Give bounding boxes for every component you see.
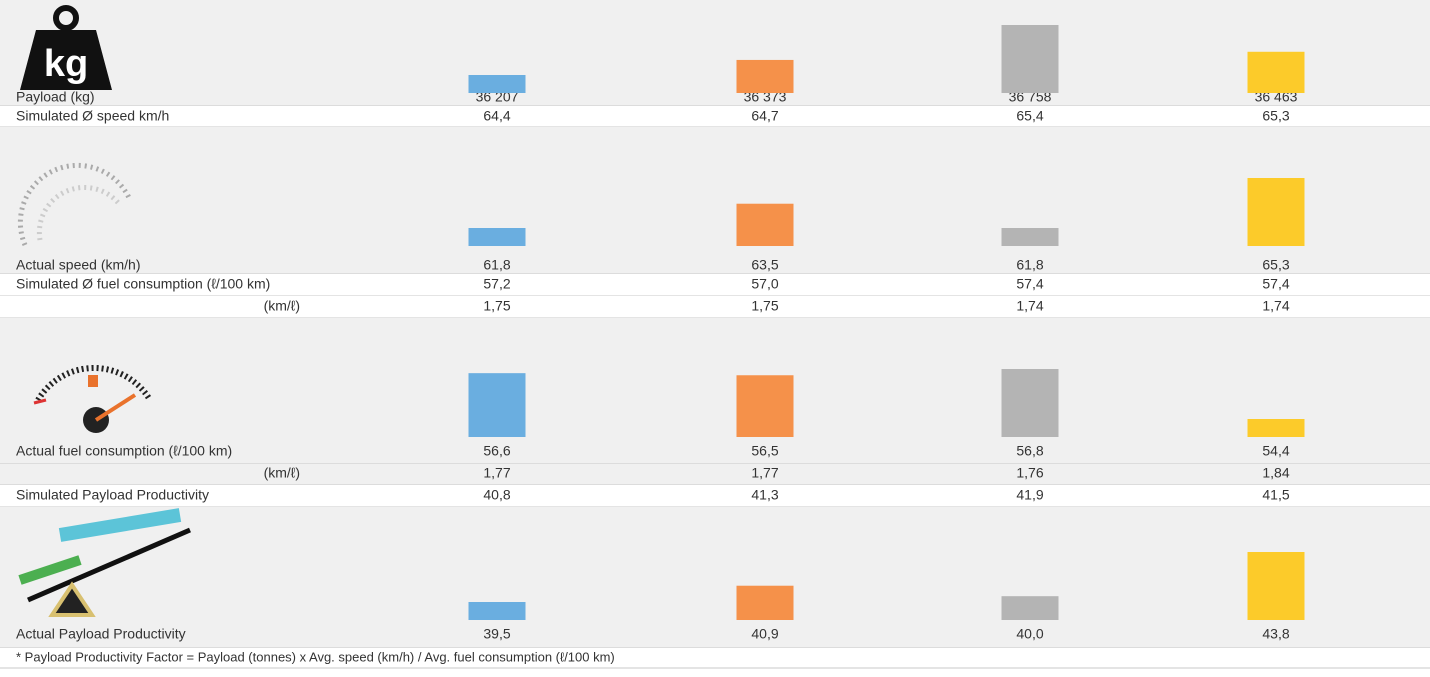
value-label: 1,76: [1016, 465, 1043, 481]
value-label: 65,3: [1262, 108, 1289, 124]
value-label: 56,8: [1016, 443, 1043, 459]
row-label: Simulated Payload Productivity: [16, 487, 209, 503]
bar: [1001, 369, 1059, 437]
bar: [1247, 51, 1305, 93]
productivity-icon: [18, 508, 191, 617]
bar: [736, 585, 794, 620]
row-label: (km/ℓ): [264, 465, 300, 481]
row-background: [0, 127, 1430, 274]
value-label: 1,77: [751, 465, 778, 481]
value-label: 41,3: [751, 487, 778, 503]
row-background: [0, 507, 1430, 648]
value-label: 61,8: [483, 257, 510, 273]
value-label: 1,84: [1262, 465, 1289, 481]
value-label: 1,74: [1016, 298, 1043, 314]
bar: [1001, 25, 1059, 93]
row-background: [0, 318, 1430, 464]
bar: [1001, 228, 1059, 246]
row-label: Actual Payload Productivity: [16, 626, 186, 642]
row-background: [0, 106, 1430, 127]
row-label: Simulated Ø speed km/h: [16, 108, 169, 124]
bar: [736, 375, 794, 437]
value-label: 54,4: [1262, 443, 1289, 459]
bar: [1247, 552, 1305, 620]
bar: [1247, 419, 1305, 437]
row-background: [0, 0, 1430, 106]
bar: [468, 228, 526, 246]
value-label: 56,5: [751, 443, 778, 459]
value-label: 64,4: [483, 108, 510, 124]
value-label: 1,74: [1262, 298, 1289, 314]
bar: [468, 373, 526, 437]
row-label: Actual fuel consumption (ℓ/100 km): [16, 443, 232, 459]
value-label: 61,8: [1016, 257, 1043, 273]
fuel-icon: [33, 365, 153, 433]
value-label: 1,75: [751, 298, 778, 314]
row-background: [0, 274, 1430, 296]
value-label: 1,75: [483, 298, 510, 314]
footnote-background: [0, 648, 1430, 668]
value-label: 56,6: [483, 443, 510, 459]
value-label: 1,77: [483, 465, 510, 481]
row-label: (km/ℓ): [264, 298, 300, 314]
bar: [468, 602, 526, 620]
bar: [1247, 178, 1305, 246]
value-label: 39,5: [483, 626, 510, 642]
value-label: 57,4: [1262, 276, 1289, 292]
value-label: 64,7: [751, 108, 778, 124]
row-label: Simulated Ø fuel consumption (ℓ/100 km): [16, 276, 270, 292]
value-label: 40,9: [751, 626, 778, 642]
value-label: 65,4: [1016, 108, 1043, 124]
value-label: 40,0: [1016, 626, 1043, 642]
footnote: * Payload Productivity Factor = Payload …: [16, 649, 615, 664]
row-label: Actual speed (km/h): [16, 257, 141, 273]
value-label: 63,5: [751, 257, 778, 273]
kg-icon: kg: [20, 5, 112, 90]
row-background: [0, 464, 1430, 485]
row-background: [0, 485, 1430, 507]
value-label: 41,9: [1016, 487, 1043, 503]
value-label: 41,5: [1262, 487, 1289, 503]
value-label: 57,4: [1016, 276, 1043, 292]
value-label: 57,0: [751, 276, 778, 292]
row-label: Payload (kg): [16, 89, 95, 105]
icon-text: kg: [44, 43, 88, 85]
value-label: 43,8: [1262, 626, 1289, 642]
bar: [736, 203, 794, 246]
row-background: [0, 296, 1430, 318]
bar: [736, 59, 794, 93]
value-label: 65,3: [1262, 257, 1289, 273]
bar: [1001, 596, 1059, 620]
speed-icon: [17, 162, 133, 246]
value-label: 40,8: [483, 487, 510, 503]
value-label: 57,2: [483, 276, 510, 292]
bar: [468, 75, 526, 93]
